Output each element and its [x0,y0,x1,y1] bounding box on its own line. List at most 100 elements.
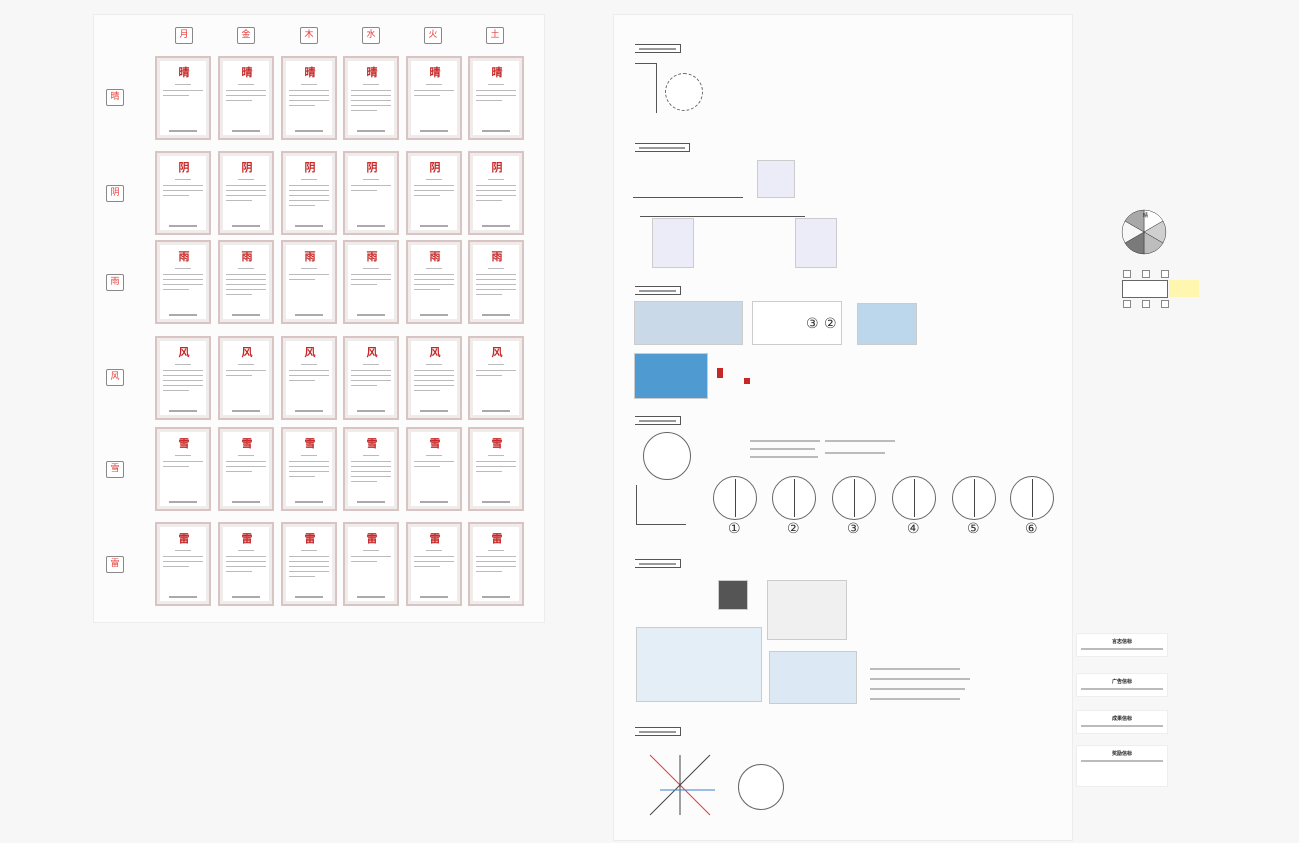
card-seal: 阴 [429,161,441,174]
certificate-card[interactable]: 雪 [218,427,274,511]
row-header[interactable]: 雷 [106,556,124,573]
diagram-frame [613,14,1073,841]
timeline [633,197,743,198]
dial-number: ① [728,521,741,537]
side-note[interactable]: 成果信标 [1076,710,1168,734]
certificate-card[interactable]: 阴 [281,151,337,235]
card-seal: 雪 [241,437,253,450]
section-title-5[interactable] [635,559,681,568]
card-seal: 风 [491,346,503,359]
row-header[interactable]: 阴 [106,185,124,202]
column-header[interactable]: 土 [486,27,504,44]
certificate-card[interactable]: 阴 [343,151,399,235]
card-seal: 雷 [366,532,378,545]
certificate-card[interactable]: 晴 [218,56,274,140]
side-note[interactable]: 广告信标 [1076,673,1168,697]
knob-circle[interactable] [643,432,691,480]
card-seal: 雨 [241,250,253,263]
certificate-card[interactable]: 风 [155,336,211,420]
seat [1161,300,1169,308]
certificate-card[interactable]: 雨 [406,240,462,324]
certificate-card[interactable]: 雪 [343,427,399,511]
section-title-1[interactable] [635,44,681,53]
card-seal: 阴 [241,161,253,174]
certificate-card[interactable]: 雪 [281,427,337,511]
section-title-2[interactable] [635,143,690,152]
section-title-3[interactable] [635,286,681,295]
card-seal: 雷 [304,532,316,545]
certificate-card[interactable]: 雨 [468,240,524,324]
certificate-card[interactable]: 晴 [155,56,211,140]
certificate-card[interactable]: 雪 [406,427,462,511]
certificate-card[interactable]: 雪 [468,427,524,511]
certificate-card[interactable]: 雨 [218,240,274,324]
card-seal: 晴 [429,66,441,79]
side-note[interactable]: 言志信标 [1076,633,1168,657]
sticky-note[interactable] [1169,280,1199,297]
certificate-card[interactable]: 风 [343,336,399,420]
certificate-card[interactable]: 阴 [406,151,462,235]
column-header[interactable]: 水 [362,27,380,44]
column-header[interactable]: 月 [175,27,193,44]
certificate-card[interactable]: 风 [218,336,274,420]
card-seal: 雪 [491,437,503,450]
certificate-card[interactable]: 阴 [155,151,211,235]
card-seal: 晴 [304,66,316,79]
certificate-card[interactable]: 阴 [218,151,274,235]
row-header[interactable]: 雨 [106,274,124,291]
certificate-card[interactable]: 雷 [155,522,211,606]
certificate-card[interactable]: 雷 [281,522,337,606]
side-note[interactable]: 奖励信标 [1076,745,1168,787]
row-header[interactable]: 晴 [106,89,124,106]
dial-circle [665,73,703,111]
certificate-card[interactable]: 雨 [343,240,399,324]
step-number: ② [824,316,837,332]
certificate-card[interactable]: 雷 [218,522,274,606]
device-photo [718,580,748,610]
certificate-card[interactable]: 晴 [343,56,399,140]
dial-number: ⑥ [1025,521,1038,537]
axis-diagram [649,754,715,816]
card-seal: 雨 [429,250,441,263]
certificate-card[interactable]: 晴 [468,56,524,140]
section-title-4[interactable] [635,416,681,425]
column-header[interactable]: 木 [300,27,318,44]
row-header[interactable]: 雪 [106,461,124,478]
certificate-card[interactable]: 雷 [343,522,399,606]
dial-number: ② [787,521,800,537]
dial [772,476,816,520]
notes-text [870,688,965,690]
card-seal: 雪 [178,437,190,450]
room-render-1 [767,580,847,640]
column-header[interactable]: 金 [237,27,255,44]
seat [1142,300,1150,308]
certificate-card[interactable]: 雷 [406,522,462,606]
card-seal: 晴 [366,66,378,79]
column-header[interactable]: 火 [424,27,442,44]
instruction-text [825,452,885,454]
room-floorplan [636,627,762,702]
pie-wheel [1121,209,1167,255]
card-seal: 雨 [304,250,316,263]
card-seal: 风 [429,346,441,359]
row-header[interactable]: 风 [106,369,124,386]
card-seal: 雷 [241,532,253,545]
seat [1142,270,1150,278]
certificate-card[interactable]: 晴 [281,56,337,140]
certificate-card[interactable]: 雨 [281,240,337,324]
steps-image [752,301,842,345]
card-seal: 风 [241,346,253,359]
certificate-card[interactable]: 阴 [468,151,524,235]
certificate-card[interactable]: 晴 [406,56,462,140]
section-title-6[interactable] [635,727,681,736]
notes-text [870,698,960,700]
blue-map-2 [634,353,708,399]
instruction-text [750,456,818,458]
certificate-card[interactable]: 风 [406,336,462,420]
certificate-card[interactable]: 雪 [155,427,211,511]
room-render-2 [769,651,857,704]
certificate-card[interactable]: 雨 [155,240,211,324]
certificate-card[interactable]: 雷 [468,522,524,606]
certificate-card[interactable]: 风 [281,336,337,420]
certificate-card[interactable]: 风 [468,336,524,420]
